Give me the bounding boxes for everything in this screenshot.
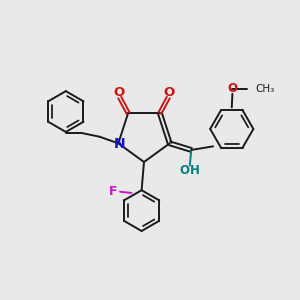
Text: N: N	[113, 137, 125, 151]
Text: O: O	[114, 86, 125, 99]
Text: H: H	[190, 164, 200, 176]
Text: O: O	[227, 82, 237, 95]
Text: O: O	[163, 86, 174, 99]
Text: CH₃: CH₃	[255, 84, 274, 94]
Text: F: F	[109, 185, 118, 198]
Text: O: O	[179, 164, 189, 176]
